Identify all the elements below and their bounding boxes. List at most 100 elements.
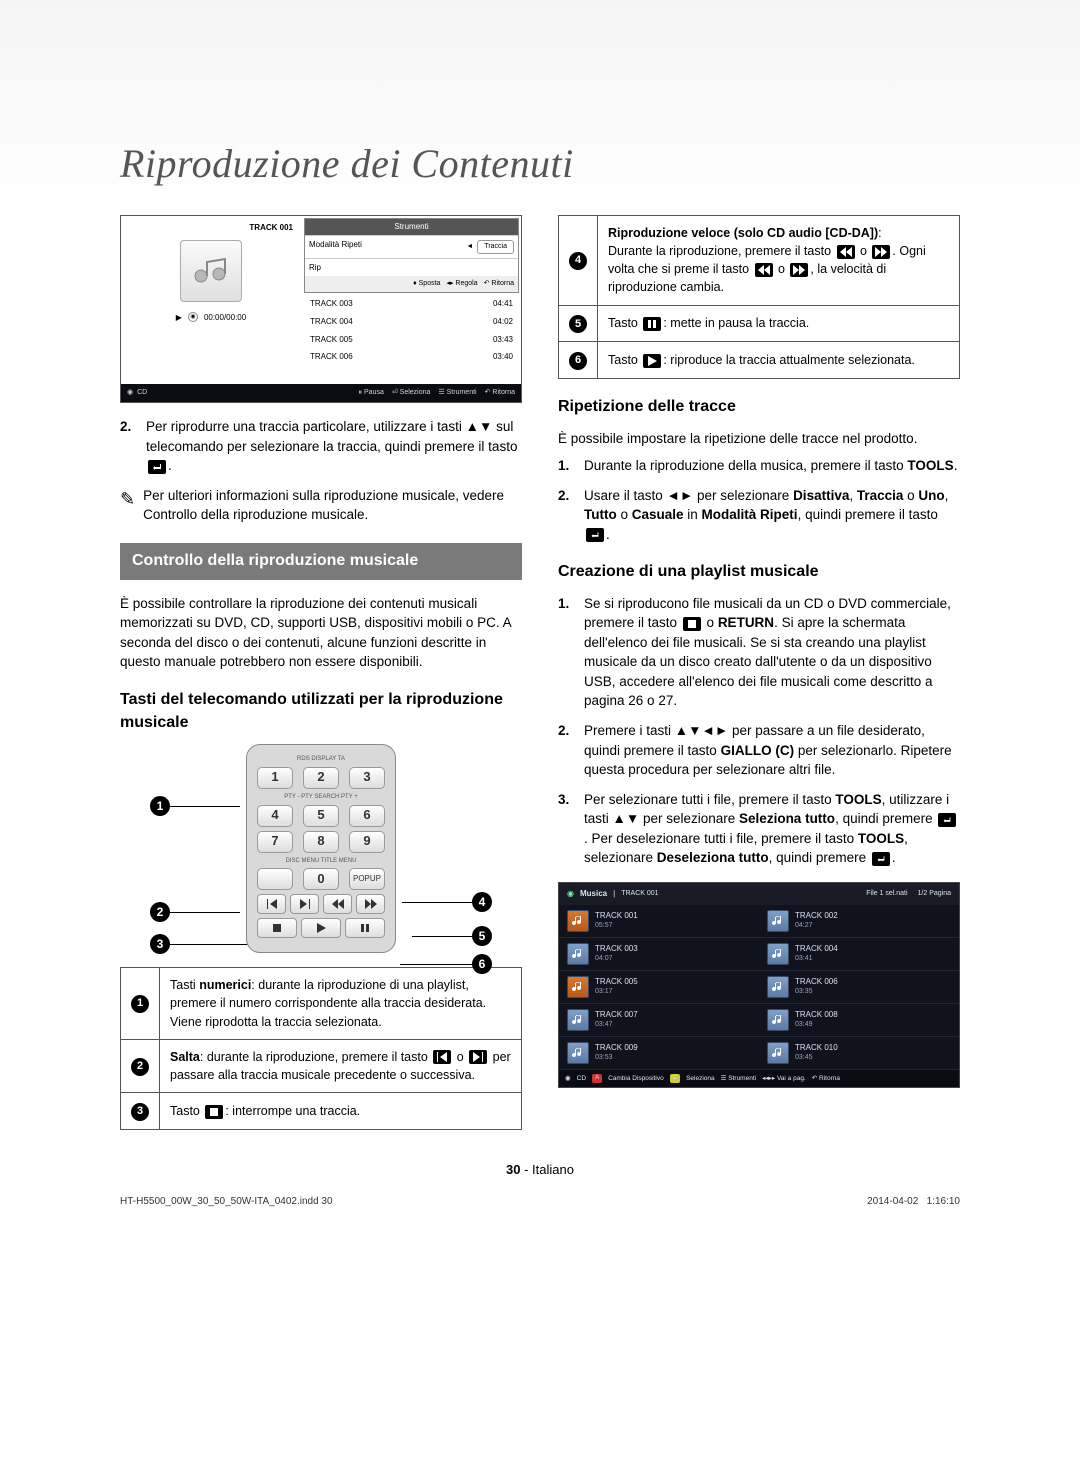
- music-list-screenshot: ◉ Musica | TRACK 001 File 1 sel.nati 1/2…: [558, 882, 960, 1088]
- key-7[interactable]: 7: [257, 831, 293, 853]
- step-text: Usare il tasto ◄► per selezionare Disatt…: [584, 486, 960, 545]
- source-label: CD: [137, 388, 147, 398]
- step-text: Per selezionare tutti i file, premere il…: [584, 790, 960, 868]
- music-note-icon: [767, 943, 789, 965]
- music-item[interactable]: TRACK 00105:57: [559, 905, 759, 938]
- imprint-datetime: 2014-04-02 1:16:10: [867, 1196, 960, 1207]
- step-text: Per riprodurre una traccia particolare, …: [146, 417, 522, 476]
- ffw-icon: [872, 245, 890, 259]
- key-popup[interactable]: POPUP: [349, 868, 385, 890]
- callout-3: 3: [131, 1103, 149, 1121]
- selection-status: File 1 sel.nati: [866, 889, 907, 899]
- music-item[interactable]: TRACK 01003:45: [759, 1037, 959, 1070]
- key-rewind[interactable]: [323, 894, 352, 914]
- left-column: TRACK 001 ▶ ◉ 00:00/00:00 Strumenti: [120, 215, 522, 1130]
- key-stop[interactable]: [257, 918, 297, 938]
- music-item[interactable]: TRACK 00703:47: [559, 1004, 759, 1037]
- current-track: TRACK 001: [621, 889, 658, 899]
- rip-label[interactable]: Rip: [305, 259, 518, 277]
- music-item[interactable]: TRACK 00403:41: [759, 938, 959, 971]
- repeat-mode-value[interactable]: Traccia: [477, 240, 514, 254]
- ffw-icon: [790, 263, 808, 277]
- enter-icon: [872, 852, 890, 866]
- step-2: 2. Per riprodurre una traccia particolar…: [120, 417, 522, 476]
- skipback-icon: [433, 1050, 451, 1064]
- music-note-icon: [767, 1042, 789, 1064]
- remote-diagram: 1 2 3 4 5 6 RDS DISPLAY TA 123 PTY - PTY…: [120, 744, 522, 953]
- step-text: Se si riproducono file musicali da un CD…: [584, 594, 960, 711]
- remote-label-row: PTY - PTY SEARCH PTY +: [257, 793, 385, 802]
- disc-icon: ◉: [188, 312, 198, 322]
- step-number: 2.: [558, 721, 576, 780]
- step-text: Durante la riproduzione della musica, pr…: [584, 456, 957, 476]
- ref-row: 1Tasti numerici: durante la riproduzione…: [121, 968, 522, 1039]
- key-9[interactable]: 9: [349, 831, 385, 853]
- key-1[interactable]: 1: [257, 767, 293, 789]
- tools-legend: ♦ Sposta ◂▸ Regola ↶ Ritorna: [305, 276, 518, 292]
- key-4[interactable]: 4: [257, 805, 293, 827]
- callout-4: 4: [569, 252, 587, 270]
- album-art-icon: [180, 240, 242, 302]
- key-play[interactable]: [301, 918, 341, 938]
- key-2[interactable]: 2: [303, 767, 339, 789]
- tools-popup: Strumenti Modalità Ripeti ◄ Traccia Rip: [304, 218, 519, 293]
- track-row[interactable]: TRACK 00503:43: [302, 331, 521, 349]
- step-number: 2.: [120, 417, 138, 476]
- return-hint: ↶ Ritorna: [485, 388, 515, 398]
- step-number: 1.: [558, 456, 576, 476]
- tools-hint: ☰ Strumenti: [721, 1074, 756, 1083]
- player-screenshot: TRACK 001 ▶ ◉ 00:00/00:00 Strumenti: [120, 215, 522, 403]
- stop-icon: [683, 617, 701, 631]
- callout-5: 5: [569, 315, 587, 333]
- chevron-left-icon[interactable]: ◄: [466, 242, 473, 252]
- music-item[interactable]: TRACK 00903:53: [559, 1037, 759, 1070]
- music-item[interactable]: TRACK 00603:35: [759, 971, 959, 1004]
- music-item[interactable]: TRACK 00803:49: [759, 1004, 959, 1037]
- skipfwd-icon: [469, 1050, 487, 1064]
- track-list: TRACK 00304:41TRACK 00404:02TRACK 00503:…: [302, 295, 521, 365]
- remote-label-row: RDS DISPLAY TA: [257, 755, 385, 764]
- key-3[interactable]: 3: [349, 767, 385, 789]
- music-note-icon: [567, 943, 589, 965]
- page: Riproduzione dei Contenuti TRACK 001 ▶ ◉…: [0, 0, 1080, 1237]
- key-skip-back[interactable]: [257, 894, 286, 914]
- music-item[interactable]: TRACK 00503:17: [559, 971, 759, 1004]
- key-8[interactable]: 8: [303, 831, 339, 853]
- music-note-icon: [567, 1042, 589, 1064]
- rew-icon: [755, 263, 773, 277]
- callout-4: 4: [472, 892, 492, 912]
- now-playing-track: TRACK 001: [125, 222, 297, 234]
- imprint-file: HT-H5500_00W_30_50_50W-ITA_0402.indd 30: [120, 1196, 333, 1207]
- music-note-icon: [567, 910, 589, 932]
- key-fast-fwd[interactable]: [356, 894, 385, 914]
- note: ✎ Per ulteriori informazioni sulla ripro…: [120, 486, 522, 525]
- repeat-heading: Ripetizione delle tracce: [558, 395, 960, 418]
- repeat-mode-label: Modalità Ripeti: [305, 236, 464, 258]
- note-text: Per ulteriori informazioni sulla riprodu…: [143, 486, 522, 525]
- enter-icon: [938, 813, 956, 827]
- track-row[interactable]: TRACK 00304:41: [302, 295, 521, 313]
- two-column-layout: TRACK 001 ▶ ◉ 00:00/00:00 Strumenti: [120, 215, 960, 1130]
- track-row[interactable]: TRACK 00603:40: [302, 348, 521, 366]
- key-0[interactable]: 0: [303, 868, 339, 890]
- key-5[interactable]: 5: [303, 805, 339, 827]
- key-skip-fwd[interactable]: [290, 894, 319, 914]
- category-label: Musica: [580, 888, 607, 900]
- rew-icon: [837, 245, 855, 259]
- key-6[interactable]: 6: [349, 805, 385, 827]
- source-label: CD: [577, 1074, 586, 1083]
- section-heading: Controllo della riproduzione musicale: [120, 543, 522, 580]
- remote-control: RDS DISPLAY TA 123 PTY - PTY SEARCH PTY …: [246, 744, 396, 953]
- playlist-heading: Creazione di una playlist musicale: [558, 560, 960, 583]
- tools-hint: ☰ Strumenti: [438, 388, 476, 398]
- page-title: Riproduzione dei Contenuti: [120, 140, 960, 187]
- key-pause[interactable]: [345, 918, 385, 938]
- tools-title: Strumenti: [305, 219, 518, 235]
- play-icon: ▶: [176, 312, 182, 324]
- reference-table-right: 4Riproduzione veloce (solo CD audio [CD-…: [558, 215, 960, 379]
- track-row[interactable]: TRACK 00404:02: [302, 313, 521, 331]
- key-disc-menu[interactable]: [257, 868, 293, 890]
- ref-row: 6Tasto : riproduce la traccia attualment…: [559, 342, 960, 379]
- music-item[interactable]: TRACK 00204:27: [759, 905, 959, 938]
- music-item[interactable]: TRACK 00304:07: [559, 938, 759, 971]
